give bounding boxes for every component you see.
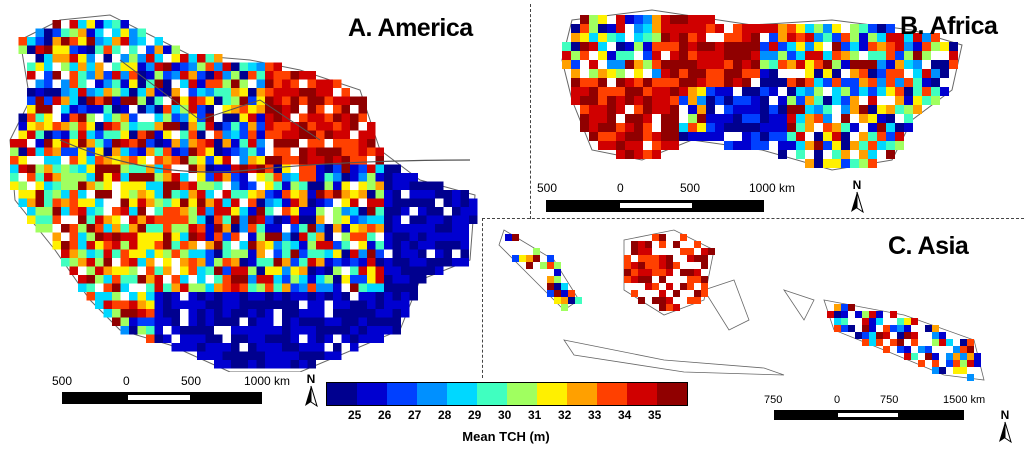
legend-tick-label: 35	[648, 408, 662, 422]
legend-color-bar	[326, 382, 688, 406]
africa-scale-tick-3: 500	[680, 181, 701, 195]
legend-swatch	[357, 383, 387, 405]
america-scale-bar	[62, 392, 262, 404]
africa-scale-tick-1: 500	[537, 181, 558, 195]
asia-scale-tick-1: 750	[764, 394, 783, 406]
asia-scale-tick-3: 750	[880, 394, 899, 406]
africa-scale-tick-2: 0	[617, 181, 624, 195]
asia-map-panel	[484, 220, 1024, 390]
legend-swatch	[567, 383, 597, 405]
africa-map-panel	[532, 0, 1024, 216]
legend-swatch	[477, 383, 507, 405]
legend-swatch	[327, 383, 357, 405]
legend-tick-label: 30	[498, 408, 512, 422]
legend-tick-label: 32	[558, 408, 572, 422]
asia-scale-tick-4: 1500 km	[943, 394, 986, 406]
asia-scale-tick-2: 0	[834, 394, 841, 406]
legend-tick-label: 29	[468, 408, 482, 422]
legend-tick-label: 28	[438, 408, 452, 422]
panel-divider-vertical	[530, 4, 531, 219]
legend-swatch	[447, 383, 477, 405]
asia-north-arrow: N	[994, 408, 1016, 444]
africa-scale-tick-4: 1000 km	[749, 181, 796, 195]
panel-divider-horizontal	[482, 218, 1024, 219]
africa-title: B. Africa	[900, 12, 998, 40]
asia-scale-bar	[774, 410, 964, 420]
asia-title: C. Asia	[888, 232, 969, 260]
legend-swatch	[387, 383, 417, 405]
africa-map	[561, 9, 963, 171]
panel-divider-asia-left	[482, 218, 483, 378]
america-map-panel	[0, 0, 490, 372]
legend-swatch	[657, 383, 687, 405]
america-map	[9, 14, 478, 372]
america-north-arrow: N	[300, 372, 322, 408]
asia-map	[498, 229, 985, 381]
africa-scale-bar	[546, 200, 764, 212]
legend-tick-label: 31	[528, 408, 542, 422]
africa-north-arrow: N	[846, 178, 868, 214]
legend-title: Mean TCH (m)	[462, 429, 550, 444]
legend-swatch	[597, 383, 627, 405]
legend-swatch	[537, 383, 567, 405]
america-scale-tick-3: 500	[181, 374, 202, 388]
america-scale-tick-4: 1000 km	[244, 374, 291, 388]
legend-swatch	[417, 383, 447, 405]
legend-tick-label: 33	[588, 408, 602, 422]
america-scale-tick-2: 0	[123, 374, 130, 388]
america-scale-tick-1: 500	[52, 374, 73, 388]
legend-tick-label: 27	[408, 408, 422, 422]
legend-tick-label: 25	[348, 408, 362, 422]
legend-tick-label: 26	[378, 408, 392, 422]
legend-swatch	[507, 383, 537, 405]
america-title: A. America	[348, 14, 473, 42]
legend-tick-label: 34	[618, 408, 632, 422]
legend-swatch	[627, 383, 657, 405]
